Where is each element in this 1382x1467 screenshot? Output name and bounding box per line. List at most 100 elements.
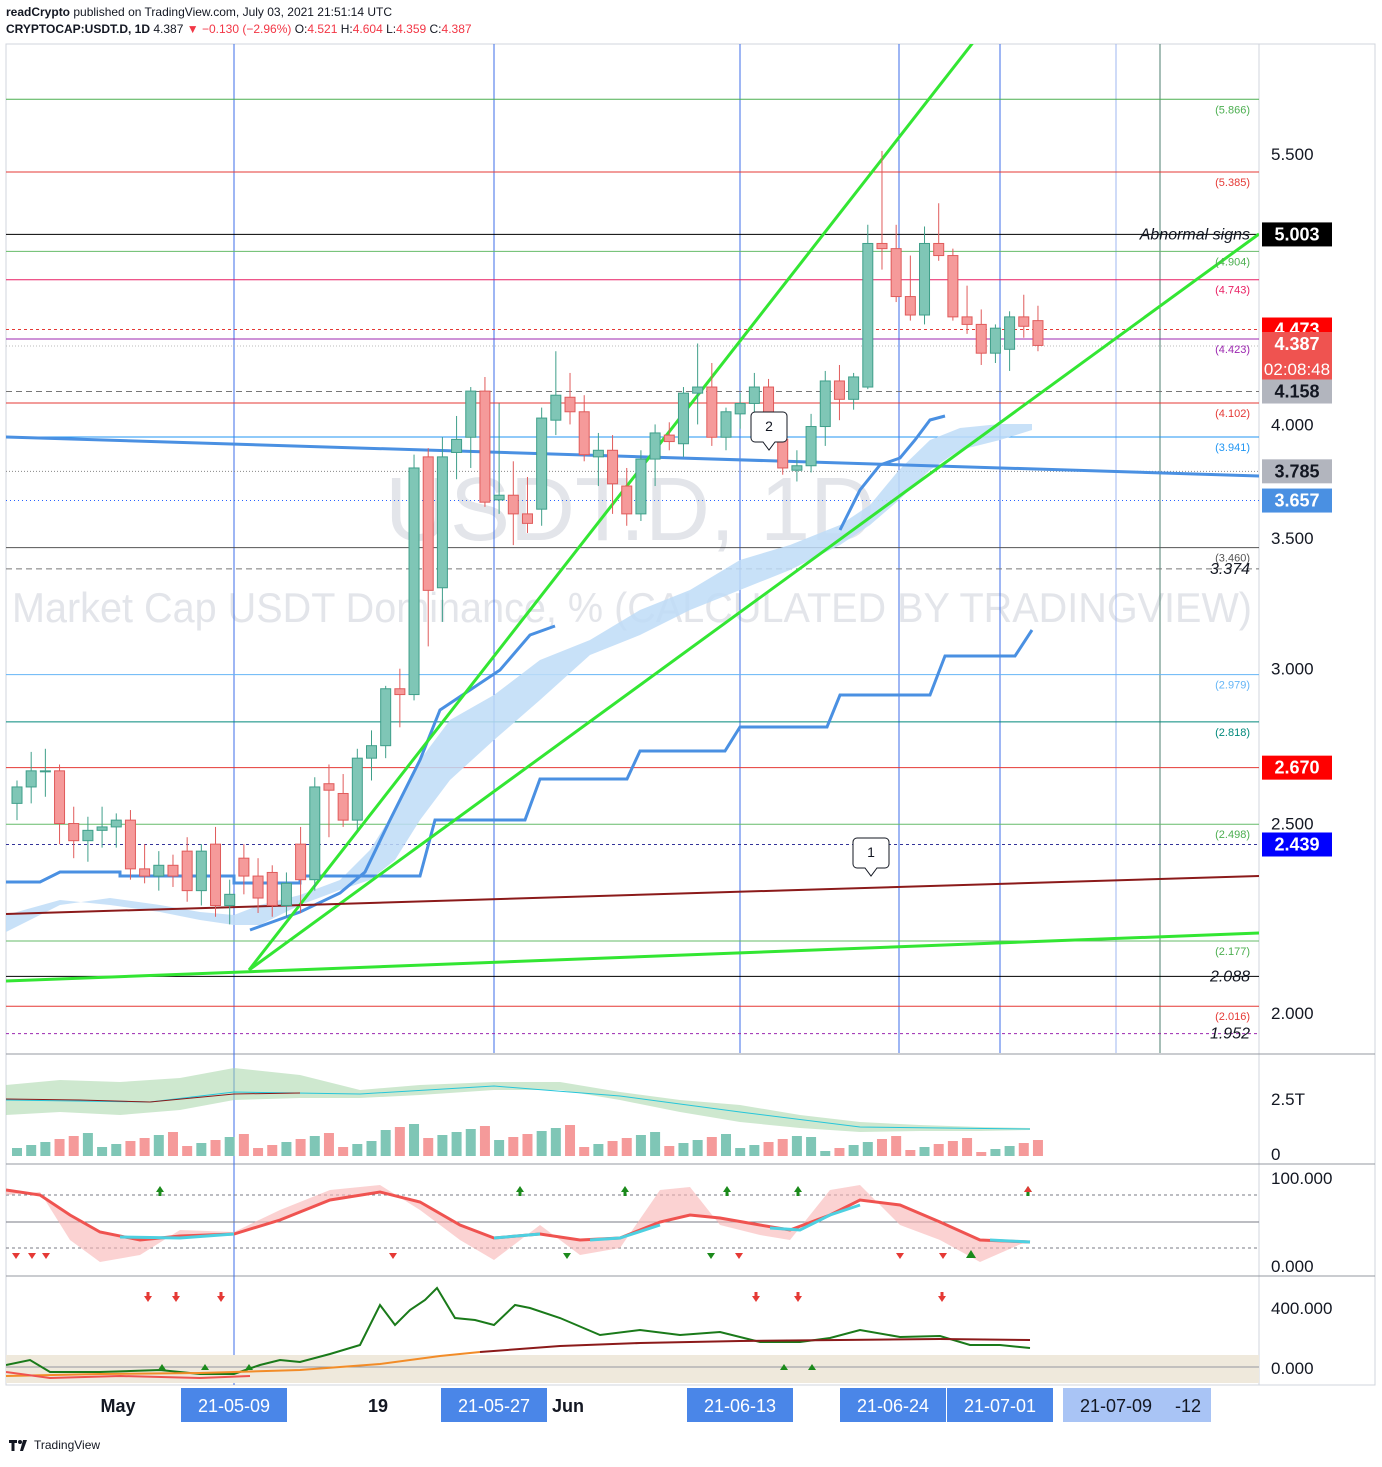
- volume-bar-44: [635, 1135, 646, 1156]
- symbol-name: CRYPTOCAP:USDT.D, 1D: [6, 22, 151, 36]
- volume-bar-56: [806, 1137, 817, 1156]
- candle-body-49: [706, 386, 718, 438]
- level-label-3: (4.743): [1215, 285, 1250, 297]
- osc-cyan-seg-1: [119, 1232, 235, 1240]
- volume-bar-36: [522, 1134, 533, 1156]
- volume-bar-11: [167, 1132, 178, 1156]
- publisher-name: readCrypto: [6, 5, 71, 19]
- volume-ma-cyan: [6, 1085, 1031, 1130]
- time-label-7: 21-07-01: [964, 1396, 1036, 1416]
- volume-band: [6, 1068, 1030, 1132]
- volume-bar-13: [196, 1143, 207, 1156]
- ohlc-close-label: C:: [429, 22, 442, 36]
- volume-bar-40: [579, 1147, 590, 1156]
- price-badge-0: 5.003: [1274, 224, 1319, 244]
- time-axis[interactable]: May 21-05-09 19 21-05-27 Jun 21-06-13 21-06-24…: [100, 1388, 1211, 1422]
- trend-green-mid: [248, 232, 1259, 972]
- oscillator-pane: [6, 1185, 1259, 1262]
- osc-down-arrow-2: [42, 1253, 50, 1259]
- tenkan-line-2: [838, 414, 946, 531]
- vertical-date-lines: [233, 44, 1161, 1385]
- level-label-2: (4.904): [1215, 256, 1250, 268]
- volume-bar-46: [664, 1146, 675, 1156]
- footer-brand: TradingView: [8, 1438, 100, 1452]
- candle-body-66: [947, 255, 959, 318]
- time-badge-bg-9: [1165, 1388, 1211, 1422]
- time-label-0: May: [100, 1396, 135, 1416]
- volume-bar-27: [394, 1127, 405, 1156]
- oscillator-top-tick: 100.000: [1271, 1169, 1332, 1188]
- level-labels: (5.866) (5.385) (4.904) (4.743) (4.423) (4.10…: [1139, 104, 1250, 1042]
- italic-level-1: 2.088: [1209, 968, 1250, 985]
- osc-triangle-up: [966, 1250, 976, 1258]
- volume-bar-57: [820, 1151, 831, 1156]
- candle-body-36: [521, 513, 533, 524]
- level-label-7: (3.460): [1215, 553, 1250, 565]
- candle-body-57: [819, 380, 831, 428]
- candle-body-34: [493, 494, 505, 501]
- callout-text-0: 2: [765, 418, 773, 434]
- volume-bar-51: [735, 1148, 746, 1156]
- candle-body-68: [975, 323, 987, 354]
- candle-body-4: [68, 823, 80, 842]
- candle-body-35: [507, 494, 519, 515]
- price-axis[interactable]: 5.500 4.000 3.500 3.000 2.500 2.000: [1271, 145, 1314, 1023]
- volume-bar-64: [919, 1147, 930, 1156]
- callouts: 21: [750, 411, 890, 877]
- candle-body-62: [890, 248, 902, 298]
- volume-bar-63: [905, 1150, 916, 1156]
- trend-green-steep: [247, 44, 974, 971]
- time-label-9: -12: [1175, 1396, 1201, 1416]
- osc-fill: [6, 1185, 1030, 1262]
- volume-bar-17: [253, 1148, 264, 1156]
- volume-bar-38: [550, 1128, 561, 1156]
- candle-body-22: [323, 783, 335, 791]
- volume-zero-label: 0: [1271, 1145, 1280, 1164]
- candle-body-3: [54, 770, 66, 825]
- symbol-line: CRYPTOCAP:USDT.D, 1D 4.387 ▼ −0.130 (−2.…: [6, 22, 472, 36]
- candle-body-33: [479, 390, 491, 503]
- volume-bar-4: [68, 1136, 79, 1156]
- volume-bar-54: [777, 1139, 788, 1156]
- time-badge-bg-1: [181, 1388, 287, 1422]
- volume-bar-12: [182, 1146, 193, 1156]
- candle-body-30: [436, 456, 448, 589]
- price-badge-5: 3.657: [1274, 491, 1319, 511]
- volume-bar-10: [153, 1135, 164, 1156]
- candle-body-1: [25, 770, 37, 788]
- ohlc-open: 4.521: [307, 22, 338, 36]
- candle-body-32: [465, 390, 477, 438]
- candle-body-21: [309, 786, 321, 881]
- time-label-3: 21-05-27: [458, 1396, 530, 1416]
- volume-bar-28: [409, 1124, 420, 1156]
- time-badge-bg-7: [947, 1388, 1053, 1422]
- candle-body-52: [748, 386, 760, 404]
- oscillator-zero-tick: 0.000: [1271, 1257, 1314, 1276]
- osc-down-arrow-1: [28, 1253, 36, 1259]
- trend-blue-resistance: [6, 435, 1259, 478]
- candle-body-71: [1018, 316, 1030, 327]
- momentum-top-tick: 400.000: [1271, 1299, 1332, 1318]
- volume-bar-26: [380, 1130, 391, 1156]
- candle-body-17: [252, 875, 264, 899]
- candle-body-23: [337, 792, 349, 821]
- volume-bar-24: [352, 1144, 363, 1156]
- candle-body-47: [677, 392, 689, 445]
- ohlc-high: 4.604: [352, 22, 383, 36]
- candle-body-6: [96, 826, 108, 831]
- volume-bar-7: [111, 1144, 122, 1156]
- volume-bar-69: [990, 1149, 1001, 1156]
- volume-bar-14: [210, 1140, 221, 1156]
- time-label-1: 21-05-09: [198, 1396, 270, 1416]
- level-label-11: (2.177): [1215, 946, 1250, 958]
- osc-down-arrow-3: [389, 1253, 397, 1259]
- candle-body-46: [663, 434, 675, 443]
- time-badge-bg-5: [687, 1388, 793, 1422]
- level-label-6: (3.941): [1215, 442, 1250, 454]
- candle-body-38: [550, 394, 562, 421]
- candle-body-48: [692, 386, 704, 394]
- volume-bar-0: [12, 1148, 22, 1156]
- publisher-line: readCrypto published on TradingView.com,…: [6, 5, 392, 19]
- candle-body-31: [451, 438, 463, 453]
